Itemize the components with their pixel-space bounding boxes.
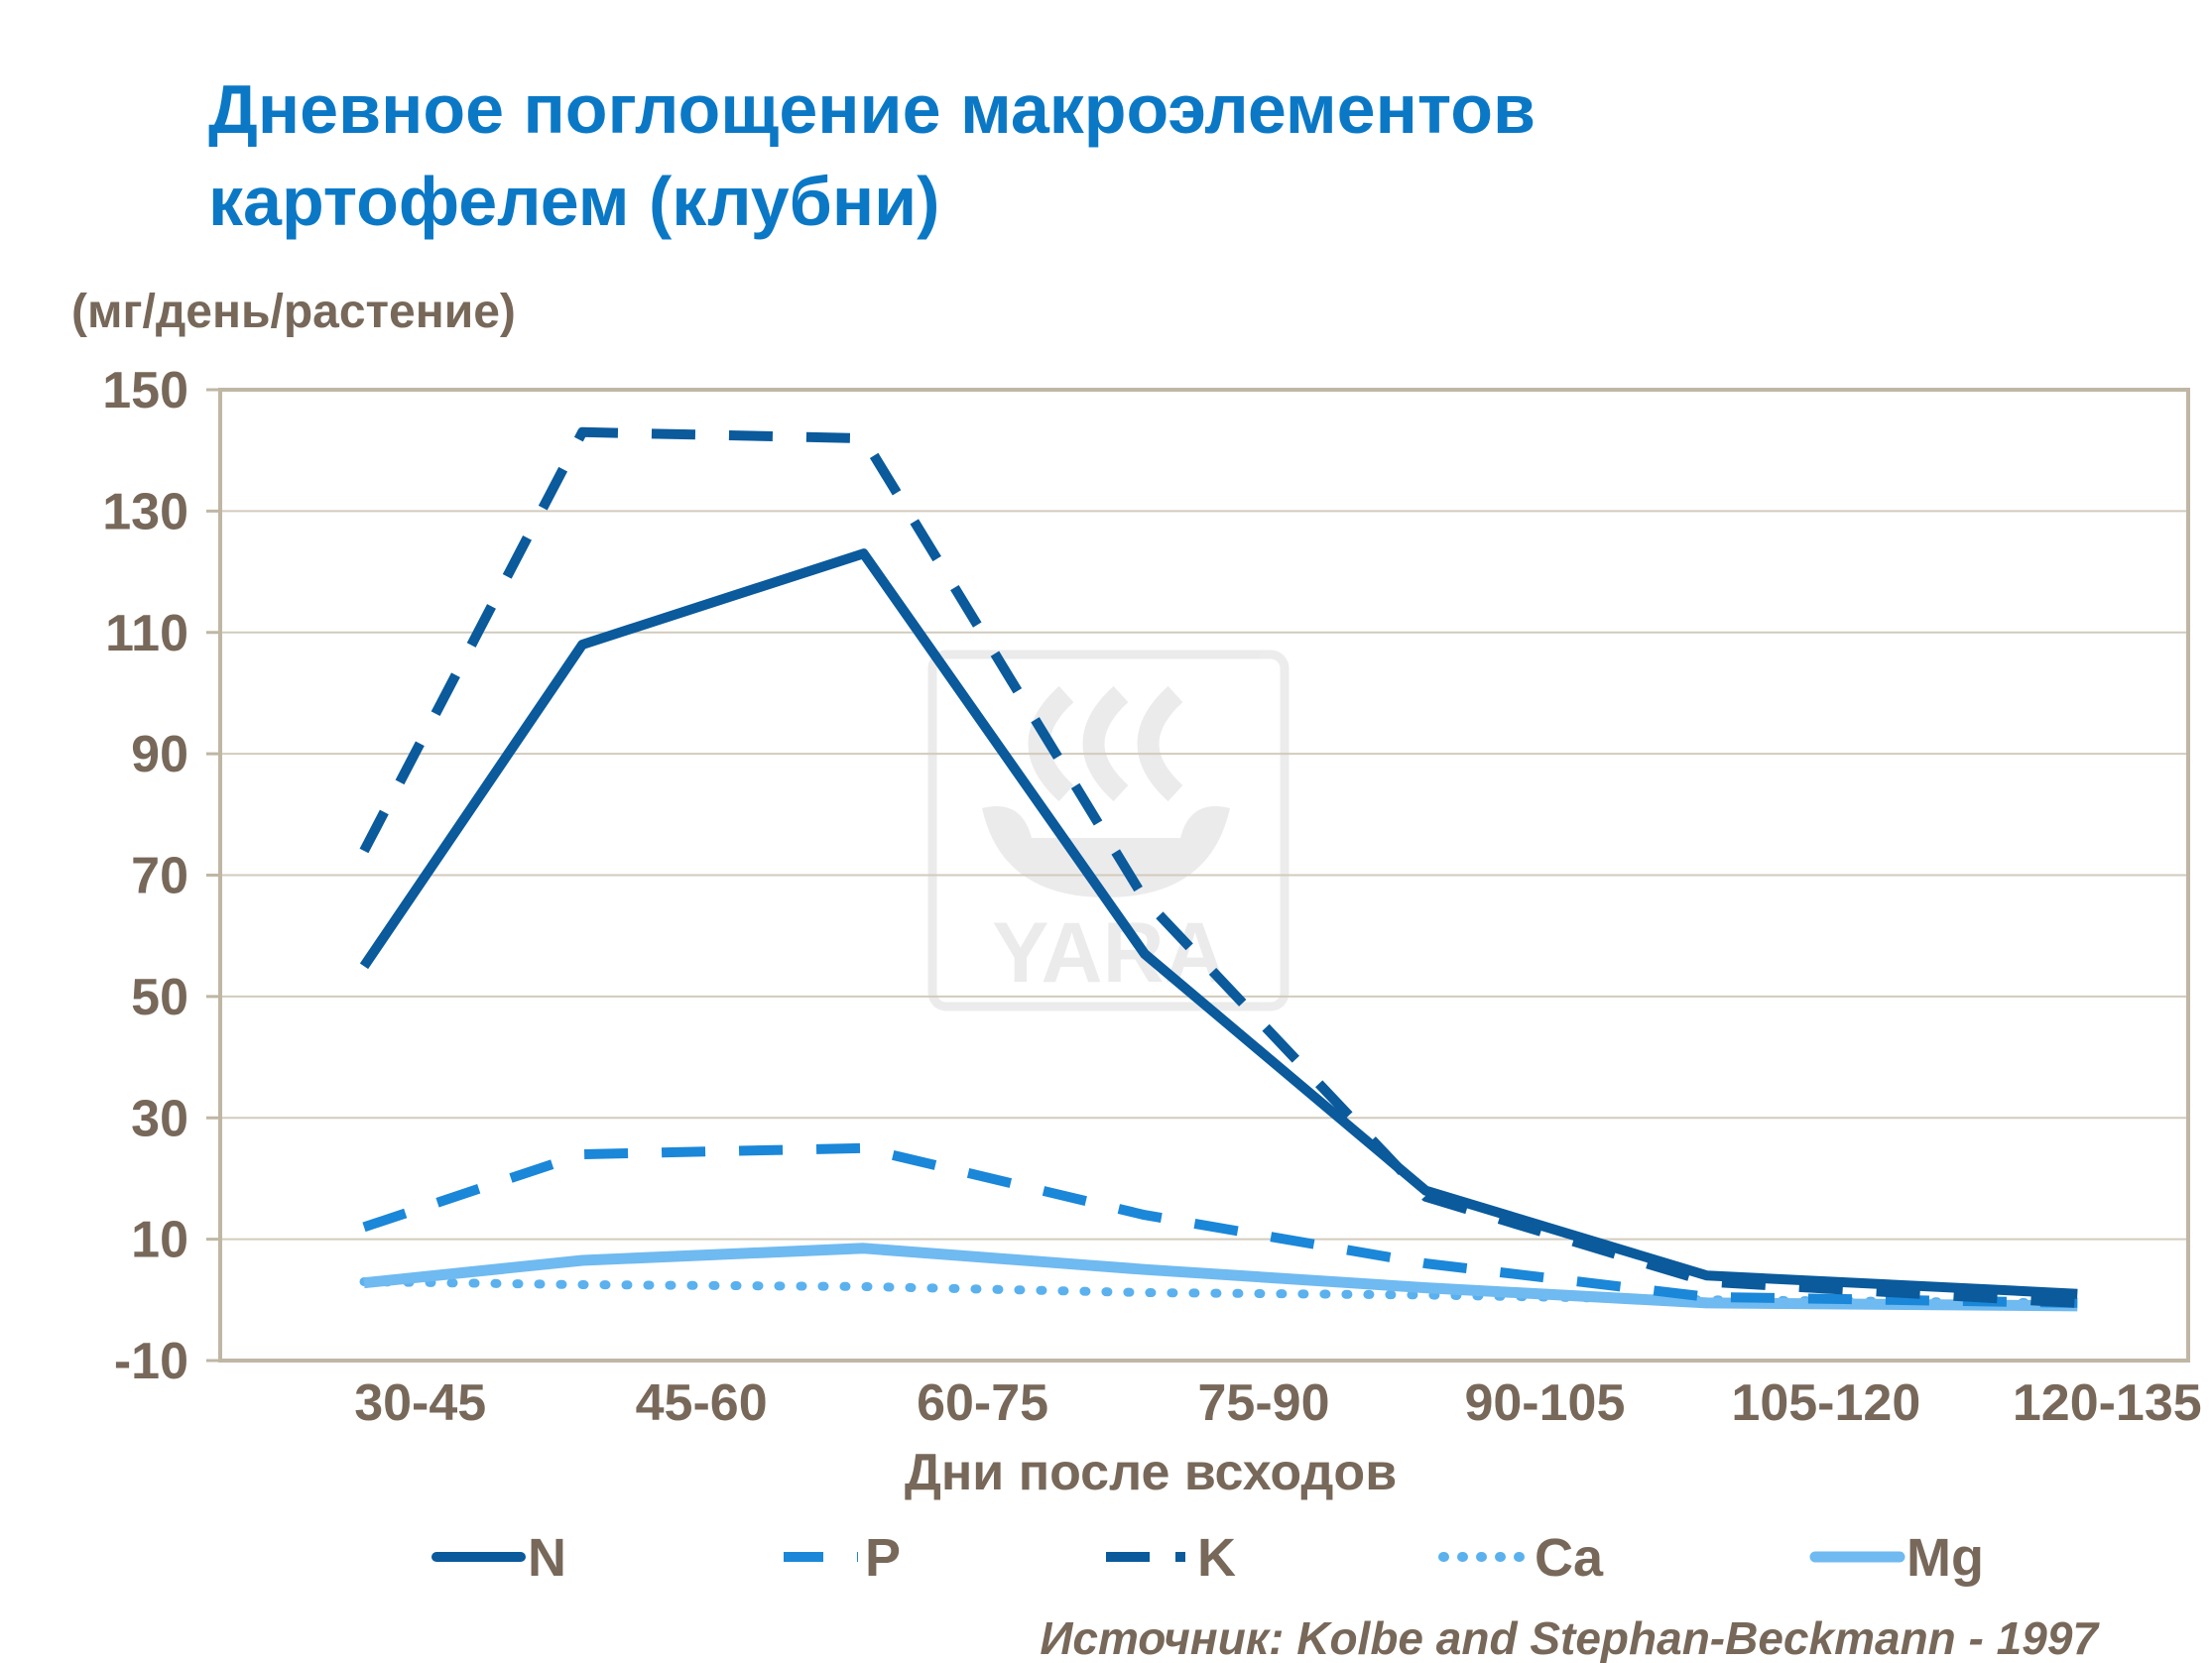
y-tick-label: 90 xyxy=(131,726,188,783)
yara-logo-watermark: YARA xyxy=(927,650,1290,1011)
series-lines xyxy=(359,426,2082,1312)
x-axis-title: Дни после всходов xyxy=(905,1444,1397,1501)
x-tick-label: 30-45 xyxy=(354,1374,486,1432)
chart-title-line-1: Дневное поглощение макроэлементов xyxy=(208,70,1536,148)
x-tick-label: 75-90 xyxy=(1198,1374,1330,1432)
legend-label-k: K xyxy=(1197,1528,1236,1588)
series-line-mg xyxy=(363,1243,2078,1312)
y-axis-ticks: 150 130 110 90 70 50 30 10 -10 xyxy=(102,362,220,1390)
legend-label-p: P xyxy=(865,1528,901,1588)
legend-label-n: N xyxy=(528,1528,566,1588)
legend-label-mg: Mg xyxy=(1906,1528,1984,1588)
watermark-text: YARA xyxy=(992,905,1226,1001)
y-tick-label: 110 xyxy=(105,605,188,662)
y-tick-label: 70 xyxy=(131,848,188,905)
series-line-ca xyxy=(359,1277,2082,1308)
y-tick-label: -10 xyxy=(114,1333,188,1390)
x-tick-label: 45-60 xyxy=(636,1374,768,1432)
grid-lines xyxy=(220,510,2188,1241)
x-tick-label: 120-135 xyxy=(2013,1374,2202,1432)
x-axis-ticks: 30-45 45-60 60-75 75-90 90-105 105-120 120-135 xyxy=(354,1374,2201,1432)
y-tick-label: 50 xyxy=(131,969,188,1026)
y-tick-label: 150 xyxy=(102,362,188,419)
y-axis-label: (мг/день/растение) xyxy=(71,286,516,338)
legend-label-ca: Ca xyxy=(1535,1528,1604,1588)
series-line-p xyxy=(362,1142,2078,1308)
series-line-n xyxy=(359,548,2078,1299)
x-tick-label: 90-105 xyxy=(1464,1374,1625,1432)
legend: N P K Ca Mg xyxy=(431,1528,1984,1588)
chart-title-line-2: картофелем (клубни) xyxy=(208,163,940,240)
source-note: Источник: Kolbe and Stephan-Beckmann - 1… xyxy=(1040,1612,2100,1663)
series-line-k xyxy=(359,426,2078,1308)
y-tick-label: 10 xyxy=(131,1212,188,1269)
chart-title: Дневное поглощение макроэлементов картоф… xyxy=(208,63,2093,248)
x-tick-label: 60-75 xyxy=(917,1374,1048,1432)
y-tick-label: 130 xyxy=(102,483,188,540)
y-tick-label: 30 xyxy=(131,1090,188,1147)
x-tick-label: 105-120 xyxy=(1731,1374,1920,1432)
